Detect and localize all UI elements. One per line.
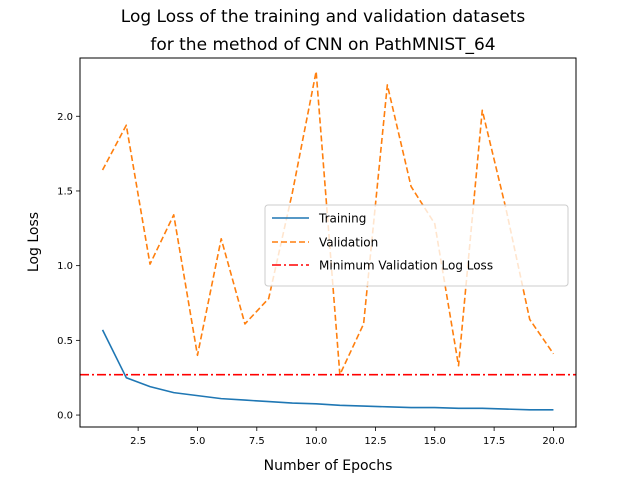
x-tick-label: 17.5 <box>483 436 505 447</box>
x-axis-label: Number of Epochs <box>264 458 393 474</box>
x-tick-label: 10.0 <box>305 436 327 447</box>
x-tick-label: 12.5 <box>364 436 386 447</box>
x-axis-ticks: 2.5 5.0 7.5 10.0 12.5 15.0 17.5 20.0 <box>130 427 565 447</box>
x-tick-label: 5.0 <box>190 436 206 447</box>
legend: Training Validation Minimum Validation Log… <box>264 204 569 287</box>
chart-title-line-2: for the method of CNN on PathMNIST_64 <box>150 35 495 55</box>
y-tick-label: 2.0 <box>57 112 73 123</box>
legend-label-validation: Validation <box>319 236 378 250</box>
x-tick-label: 7.5 <box>249 436 265 447</box>
y-tick-label: 0.5 <box>57 336 73 347</box>
y-axis-ticks: 0.0 0.5 1.0 1.5 2.0 <box>57 112 80 422</box>
y-tick-label: 1.0 <box>57 261 73 272</box>
x-tick-label: 15.0 <box>424 436 446 447</box>
series-line-validation <box>101 70 555 376</box>
chart-title-line-1: Log Loss of the training and validation … <box>121 7 526 27</box>
y-axis-label: Log Loss <box>26 212 42 272</box>
y-tick-label: 0.0 <box>57 411 73 422</box>
legend-box <box>264 204 569 287</box>
y-tick-label: 1.5 <box>57 186 73 197</box>
legend-label-minimum-validation-log-loss: Minimum Validation Log Loss <box>319 259 493 273</box>
legend-label-training: Training <box>318 212 366 226</box>
plot-frame <box>79 57 577 428</box>
x-tick-label: 20.0 <box>542 436 564 447</box>
series-line-training <box>101 329 554 411</box>
x-tick-label: 2.5 <box>130 436 146 447</box>
data-layer <box>80 70 576 411</box>
